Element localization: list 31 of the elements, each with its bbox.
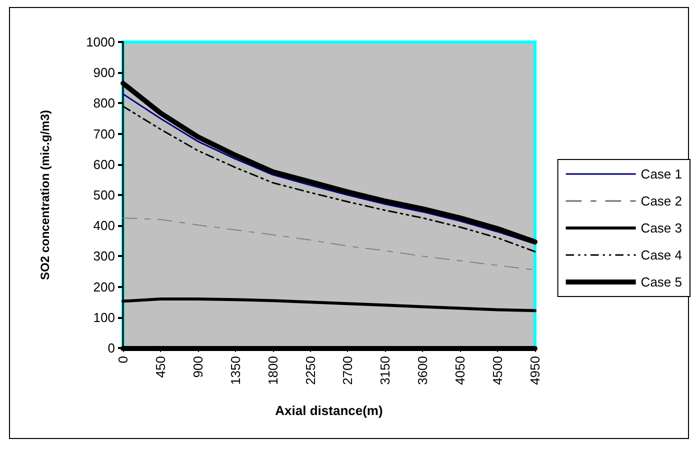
x-tick-label: 2700 xyxy=(340,356,356,385)
y-tick-label: 1000 xyxy=(86,34,115,50)
y-tick-label: 200 xyxy=(93,279,115,294)
y-tick-label: 300 xyxy=(93,248,115,264)
x-tick-label: 4950 xyxy=(528,356,542,385)
line-series xyxy=(122,298,536,312)
y-tick-label: 600 xyxy=(93,156,115,172)
y-tick-label: 700 xyxy=(93,126,115,142)
legend-label: Case 3 xyxy=(640,220,682,236)
y-axis-title: SO2 concentration (mic.g/m3) xyxy=(38,110,52,280)
x-tick-label: 1800 xyxy=(265,356,280,385)
x-tick-label: 3600 xyxy=(415,356,430,385)
y-tick-label: 100 xyxy=(93,310,115,325)
y-tick-label: 800 xyxy=(93,96,115,111)
y-tick-label: 900 xyxy=(93,65,115,80)
legend-label: Case 4 xyxy=(640,248,682,262)
x-tick-label: 900 xyxy=(190,356,206,378)
x-tick-label: 4500 xyxy=(490,356,506,385)
x-tick-label: 4050 xyxy=(452,356,468,385)
x-tick-label: 1350 xyxy=(228,356,243,385)
x-tick-label: 0 xyxy=(116,356,130,364)
y-tick-label: 400 xyxy=(93,218,115,234)
legend-label: Case 2 xyxy=(640,194,682,208)
legend-label: Case 5 xyxy=(640,274,682,290)
x-tick-label: 450 xyxy=(152,356,168,378)
x-tick-label: 2250 xyxy=(302,356,318,385)
y-tick-label: 0 xyxy=(108,340,115,356)
legend-label: Case 1 xyxy=(640,166,682,182)
x-axis-title: Axial distance(m) xyxy=(275,403,383,418)
x-tick-label: 3150 xyxy=(378,356,393,385)
y-tick-label: 500 xyxy=(93,188,115,202)
